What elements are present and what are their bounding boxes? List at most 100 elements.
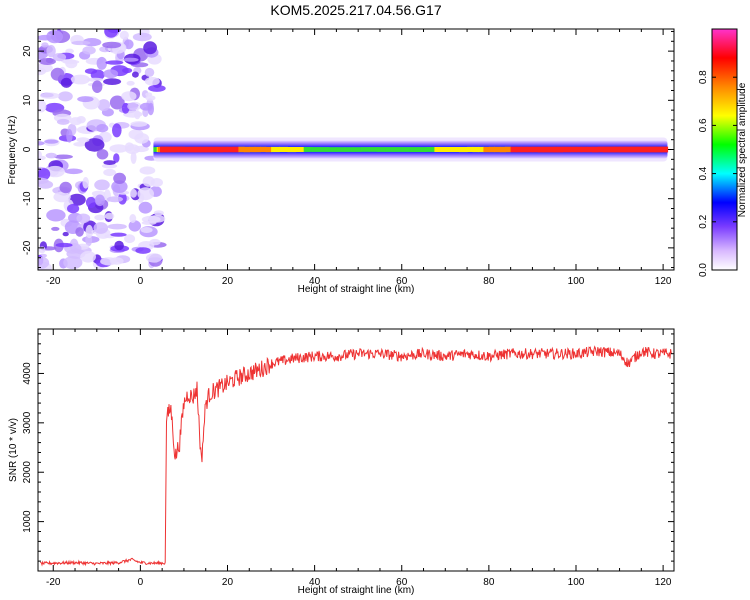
noise-blob (77, 96, 94, 103)
snr-panel: -20 0 20 40 60 80 100 120 1000 2000 3000 4000 Heigh… (8, 328, 675, 596)
noise-blob (101, 163, 118, 169)
ridge-segment (200, 146, 207, 153)
noise-blob (119, 30, 129, 40)
noise-blob (132, 71, 139, 78)
colorbar-tick-label: 0.0 (698, 263, 709, 277)
noise-blob (84, 138, 105, 152)
noise-blob (124, 234, 136, 244)
spectrogram-xlabel: Height of straight line (km) (298, 284, 415, 295)
noise-blob (73, 142, 87, 147)
y-tick-label: -10 (22, 191, 33, 206)
ridge-segment (271, 146, 280, 153)
ridge-segment (222, 146, 228, 153)
ridge-segment (559, 146, 563, 153)
noise-blob (45, 152, 57, 159)
ridge-segment (360, 147, 370, 152)
ridge-segment (478, 146, 484, 153)
ridge-segment (173, 146, 177, 153)
noise-blob (126, 80, 135, 86)
ridge-segment (565, 146, 569, 153)
spectrogram-image (38, 29, 669, 270)
x-tick-label: 0 (138, 276, 144, 287)
ridge-segment (254, 146, 261, 153)
ridge-segment (488, 146, 495, 153)
ridge-segment (243, 146, 250, 153)
noise-blob (50, 67, 65, 81)
noise-blob (110, 232, 127, 237)
ridge-segment (614, 146, 621, 153)
noise-blob (46, 29, 63, 44)
noise-blob (76, 213, 91, 224)
y-tick-label: 1000 (22, 510, 33, 533)
noise-blob (124, 142, 134, 151)
ridge-segment (586, 146, 593, 153)
noise-blob (103, 69, 119, 79)
noise-blob (66, 129, 73, 143)
noise-blob (107, 223, 127, 230)
colorbar-ticks: 0.0 0.2 0.4 0.6 0.8 (698, 70, 737, 277)
x-tick-label: -20 (46, 276, 61, 287)
noise-blob (123, 57, 139, 62)
ridge-segment (303, 147, 313, 152)
ridge-segment (328, 147, 337, 152)
x-tick-label: 40 (309, 577, 321, 588)
noise-blob (103, 160, 116, 166)
y-tick-label: 3000 (22, 411, 33, 434)
ridge-segment (418, 147, 427, 152)
noise-blob (60, 77, 72, 88)
ridge-segment (505, 146, 512, 153)
noise-blob (140, 227, 153, 233)
noise-blob (85, 224, 94, 239)
ridge-segment (556, 146, 561, 153)
ridge-segment (352, 147, 362, 152)
ridge-segment (260, 146, 267, 153)
ridge-segment (295, 147, 305, 152)
noise-blob (52, 53, 67, 62)
ridge-segment (167, 146, 171, 153)
ridge-segment (573, 146, 577, 153)
colorbar-tick-label: 0.4 (698, 166, 709, 180)
noise-blob (76, 137, 90, 143)
snr-xlabel: Height of straight line (km) (298, 585, 415, 596)
ridge-segment (216, 146, 223, 153)
noise-blob (143, 41, 158, 55)
ridge-segment (608, 146, 615, 153)
ridge-segment (631, 146, 639, 153)
ridge-segment (154, 147, 157, 152)
x-tick-label: 60 (396, 577, 408, 588)
noise-blob (109, 144, 129, 153)
colorbar-tick-label: 0.6 (698, 118, 709, 132)
noise-blob (138, 201, 153, 214)
x-tick-label: 40 (309, 276, 321, 287)
ridge-segment (426, 147, 435, 152)
x-tick-label: 120 (655, 577, 672, 588)
noise-blob (75, 227, 84, 237)
noise-blob (153, 210, 164, 216)
ridge-segment (156, 147, 159, 153)
ridge-segment (521, 146, 528, 153)
noise-blob (142, 176, 155, 187)
noise-blob (44, 139, 59, 144)
noise-blob (96, 56, 108, 70)
noise-blob (38, 141, 45, 146)
colorbar-gradient (711, 28, 738, 271)
ridge-segment (603, 146, 610, 153)
noise-blob (38, 168, 51, 181)
noise-blob (38, 177, 49, 185)
noise-blob (130, 188, 137, 198)
ridge-segment (189, 146, 196, 153)
spectrogram-panel: -20 0 20 40 60 80 100 120 -20 -10 0 10 20 Height of … (7, 28, 675, 295)
noise-blob (103, 168, 116, 177)
noise-blob (70, 74, 90, 85)
snr-series-line (40, 345, 673, 567)
noise-blob (129, 214, 137, 223)
noise-blob (113, 172, 126, 184)
noise-blob (139, 166, 156, 175)
ridge-segment (576, 146, 582, 153)
noise-blob (103, 78, 122, 85)
noise-blob (53, 154, 73, 160)
ridge-segment (311, 147, 321, 152)
noise-blob (114, 240, 124, 251)
noise-blob (65, 48, 74, 54)
